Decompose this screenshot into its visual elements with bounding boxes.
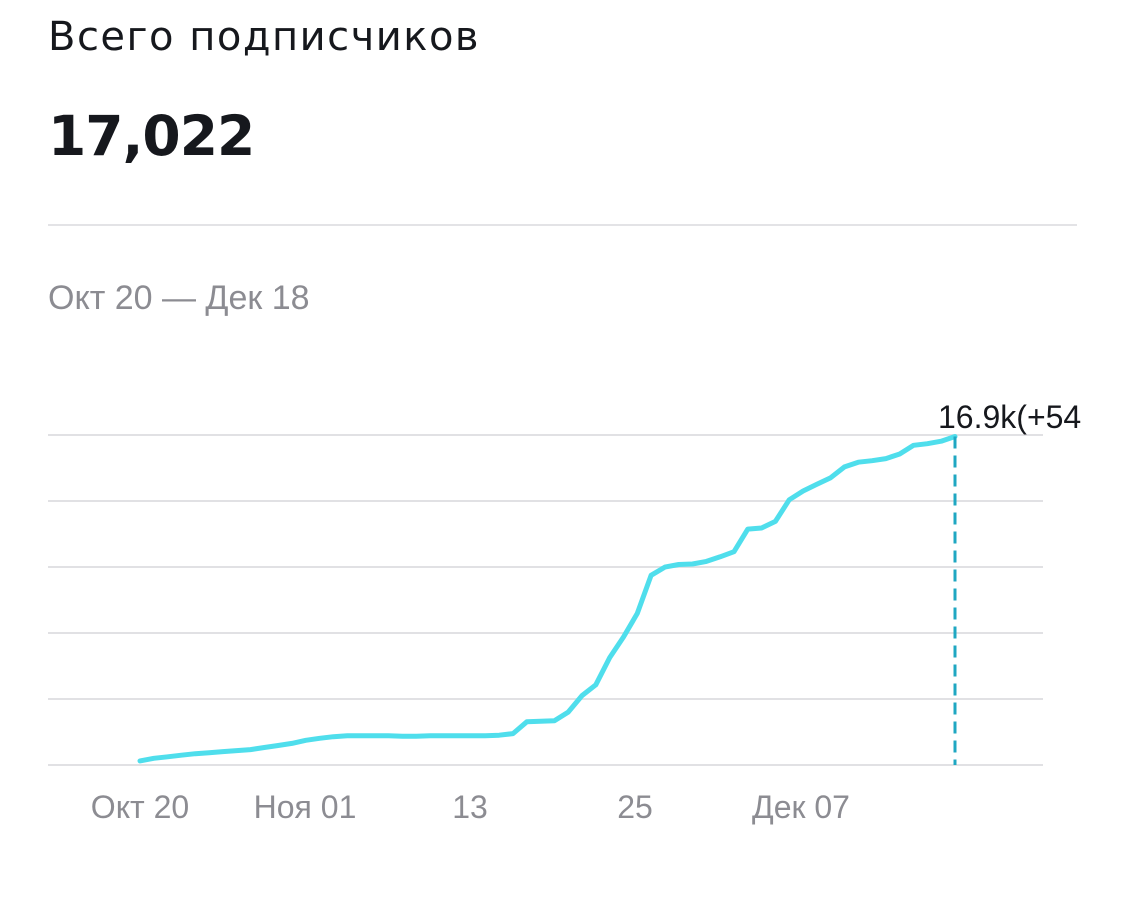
tooltip-value-label: 16.9k(+54 (938, 399, 1081, 435)
total-followers-count: 17,022 (48, 104, 255, 168)
x-tick-label: Ноя 01 (254, 789, 357, 825)
series-line-followers (137, 434, 958, 764)
date-range-label: Окт 20 — Дек 18 (48, 279, 310, 317)
page-title: Всего подписчиков (48, 14, 481, 60)
divider (48, 224, 1077, 226)
x-tick-label: 25 (617, 789, 653, 825)
x-tick-label: Окт 20 (91, 789, 189, 825)
x-tick-label: 13 (452, 789, 488, 825)
x-tick-label: Дек 07 (752, 789, 850, 825)
